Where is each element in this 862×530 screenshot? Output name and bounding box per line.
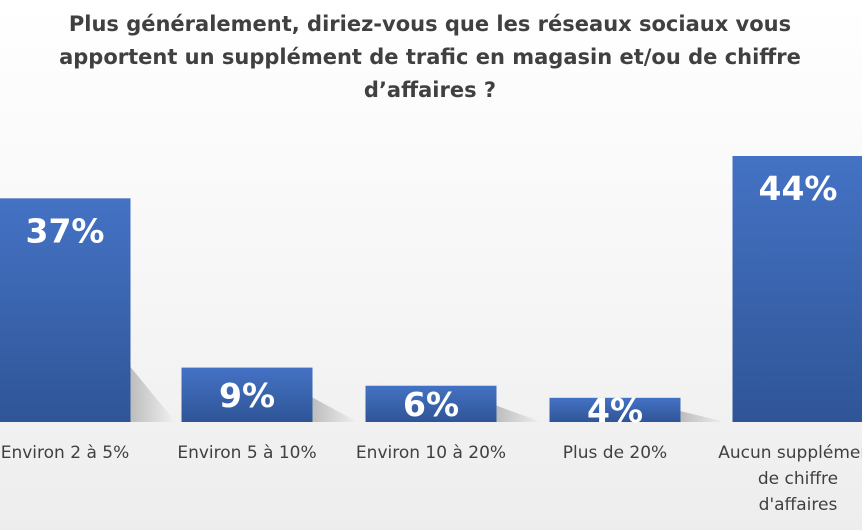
category-label: d'affaires (759, 495, 838, 515)
bar-shadow (680, 411, 726, 422)
category-label: Environ 2 à 5% (1, 443, 130, 463)
bar (181, 367, 313, 422)
bar (365, 385, 497, 422)
chart-title: Plus généralement, diriez-vous que les r… (40, 8, 820, 107)
category-label: Environ 5 à 10% (177, 443, 316, 463)
data-label: 4% (587, 391, 643, 430)
bar (732, 156, 862, 422)
data-label: 44% (759, 169, 838, 208)
bar-shadows (130, 367, 726, 422)
data-label: 37% (26, 211, 105, 250)
bar (0, 198, 131, 422)
category-label: Aucun supplément (718, 443, 862, 463)
category-label: Environ 10 à 20% (356, 443, 506, 463)
bar (549, 397, 681, 422)
data-label: 6% (403, 385, 459, 424)
bars: 37% 9% 6% 4% 44% (0, 156, 862, 430)
category-label: Plus de 20% (563, 443, 667, 463)
category-labels: Environ 2 à 5% Environ 5 à 10% Environ 10 … (1, 443, 862, 515)
bar-shadow (130, 367, 176, 422)
bar-shadow (496, 405, 542, 422)
data-label: 9% (219, 376, 275, 415)
chart-title-line: Plus généralement, diriez-vous que les r… (68, 12, 792, 36)
category-label: de chiffre (758, 469, 838, 489)
chart-title-line: apportent un supplément de trafic en mag… (59, 45, 801, 69)
bar-shadow (312, 397, 358, 422)
chart-title-line: d’affaires ? (363, 78, 497, 102)
